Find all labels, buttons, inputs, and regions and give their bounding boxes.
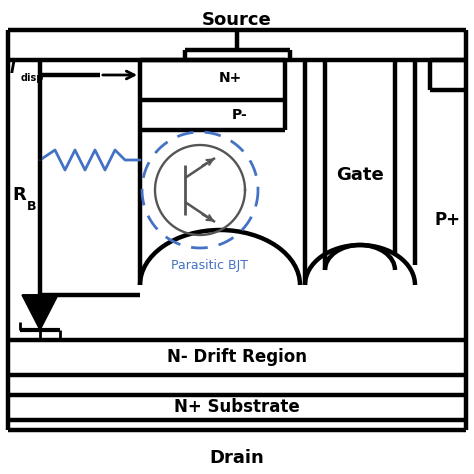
Text: N+: N+ bbox=[219, 71, 242, 85]
Text: R: R bbox=[12, 186, 26, 204]
Text: N+ Substrate: N+ Substrate bbox=[174, 398, 300, 416]
Text: P-: P- bbox=[232, 108, 248, 122]
Text: B: B bbox=[27, 201, 36, 213]
Text: Drain: Drain bbox=[210, 449, 264, 467]
Text: Gate: Gate bbox=[336, 166, 384, 184]
Text: Source: Source bbox=[202, 11, 272, 29]
Polygon shape bbox=[22, 295, 58, 330]
Text: disp: disp bbox=[21, 73, 45, 83]
Text: I: I bbox=[10, 61, 16, 75]
Text: N- Drift Region: N- Drift Region bbox=[167, 348, 307, 366]
Text: P+: P+ bbox=[435, 211, 461, 229]
Text: Parasitic BJT: Parasitic BJT bbox=[172, 258, 248, 272]
